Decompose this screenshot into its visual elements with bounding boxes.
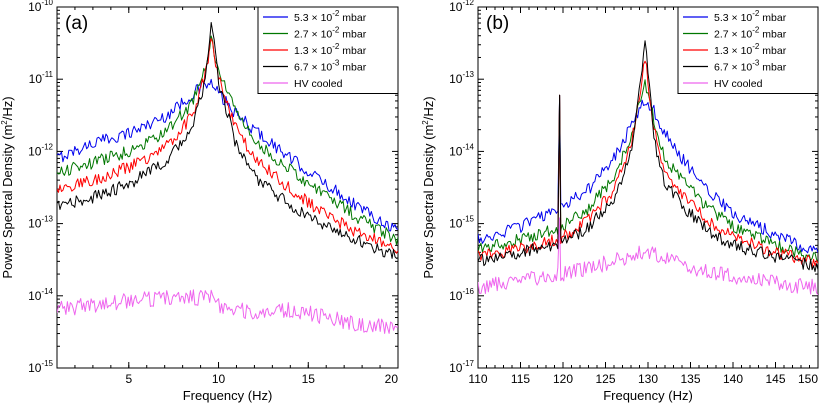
y-axis-label: Power Spectral Density (m2/Hz) bbox=[0, 96, 15, 278]
y-tick-label: 10-13 bbox=[28, 215, 53, 231]
x-tick-label: 135 bbox=[680, 372, 700, 386]
x-tick-label: 150 bbox=[798, 372, 818, 386]
y-tick-label: 10-13 bbox=[449, 70, 474, 86]
legend-label: 2.7 × 10-2 mbar bbox=[714, 26, 787, 41]
x-tick-label: 20 bbox=[385, 372, 399, 386]
legend-label: 6.7 × 10-3 mbar bbox=[714, 59, 787, 74]
y-tick-label: 10-14 bbox=[28, 287, 53, 303]
legend-label: 2.7 × 10-2 mbar bbox=[294, 26, 367, 41]
panel-a: 10-15 10-14 10-13 10-12 10-11 10-10 5 10 15 20 Fre… bbox=[0, 0, 399, 403]
x-axis-label: Frequency (Hz) bbox=[603, 388, 693, 403]
y-tick-label: 10-12 bbox=[28, 142, 53, 158]
y-tick-label: 10-12 bbox=[449, 0, 474, 14]
series-line-0 bbox=[57, 78, 398, 232]
series-line-1 bbox=[57, 35, 398, 245]
y-axis-label: Power Spectral Density (m2/Hz) bbox=[421, 96, 436, 278]
legend-label: 5.3 × 10-2 mbar bbox=[294, 9, 367, 24]
series-line-3 bbox=[57, 21, 398, 259]
x-tick-label: 10 bbox=[212, 372, 226, 386]
x-tick-label: 130 bbox=[638, 372, 658, 386]
plot-frame bbox=[56, 6, 399, 369]
x-axis-label: Frequency (Hz) bbox=[183, 388, 273, 403]
x-tick-label: 110 bbox=[468, 372, 487, 386]
x-tick-label: 15 bbox=[302, 372, 316, 386]
x-tick-label: 5 bbox=[125, 372, 132, 386]
y-tick-label: 10-17 bbox=[449, 359, 474, 375]
x-tick-label: 125 bbox=[595, 372, 615, 386]
series-line-3 bbox=[478, 40, 818, 273]
x-tick-label: 115 bbox=[511, 372, 530, 386]
y-tick-label: 10-16 bbox=[449, 287, 474, 303]
series-line-4 bbox=[57, 289, 398, 334]
series-lines bbox=[57, 21, 398, 334]
series-line-2 bbox=[57, 38, 398, 254]
panel-b: 10-17 10-16 10-15 10-14 10-13 10-12 110 115 120 1… bbox=[421, 0, 819, 403]
legend-label: 1.3 × 10-2 mbar bbox=[294, 42, 367, 57]
series-line-1 bbox=[478, 79, 818, 263]
y-tick-label: 10-10 bbox=[28, 0, 53, 14]
y-tick-label: 10-15 bbox=[449, 215, 474, 231]
y-tick-label: 10-15 bbox=[28, 359, 53, 375]
panel-label: (a) bbox=[65, 13, 88, 34]
series-line-2 bbox=[478, 60, 818, 268]
legend-label: HV cooled bbox=[294, 78, 343, 90]
x-tick-label: 145 bbox=[765, 372, 785, 386]
series-line-0 bbox=[478, 94, 818, 254]
legend-label: 5.3 × 10-2 mbar bbox=[714, 9, 787, 24]
series-lines bbox=[478, 40, 818, 296]
y-tick-label: 10-11 bbox=[29, 70, 54, 86]
y-tick-label: 10-14 bbox=[449, 142, 474, 158]
legend-label: 1.3 × 10-2 mbar bbox=[714, 42, 787, 57]
legend-label: HV cooled bbox=[714, 78, 763, 90]
x-tick-label: 120 bbox=[553, 372, 573, 386]
legend-label: 6.7 × 10-3 mbar bbox=[294, 59, 367, 74]
x-tick-label: 140 bbox=[723, 372, 743, 386]
series-line-4 bbox=[478, 217, 818, 296]
panel-label: (b) bbox=[486, 13, 509, 34]
